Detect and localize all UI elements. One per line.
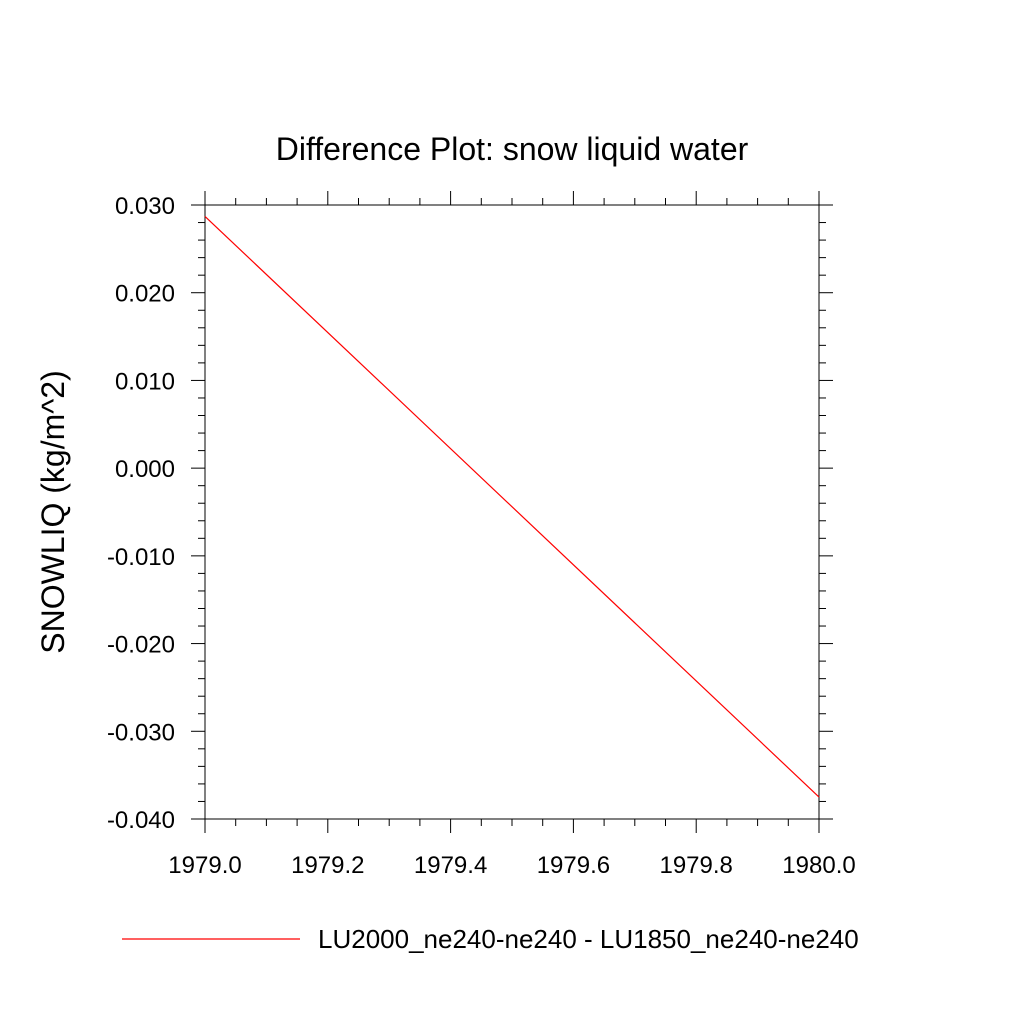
series-layer bbox=[204, 215, 820, 798]
axes-layer: 1979.0 1979.2 1979.4 1979.6 1979.8 1980.0 0.03… bbox=[107, 191, 856, 879]
x-tick-label: 1979.0 bbox=[168, 852, 241, 879]
chart-title: Difference Plot: snow liquid water bbox=[276, 131, 749, 167]
y-tick-label: -0.030 bbox=[107, 719, 175, 746]
legend: LU2000_ne240-ne240 - LU1850_ne240-ne240 bbox=[122, 924, 859, 954]
y-tick-label: -0.020 bbox=[107, 632, 175, 659]
y-tick-label: 0.000 bbox=[115, 456, 175, 483]
y-tick-label: -0.040 bbox=[107, 807, 175, 834]
x-tick-label: 1979.6 bbox=[537, 852, 610, 879]
legend-label: LU2000_ne240-ne240 - LU1850_ne240-ne240 bbox=[318, 924, 859, 954]
y-tick-label: 0.030 bbox=[115, 193, 175, 220]
x-tick-label: 1980.0 bbox=[782, 852, 855, 879]
plot-frame bbox=[204, 204, 820, 820]
x-tick-label: 1979.4 bbox=[414, 852, 487, 879]
x-tick-label: 1979.8 bbox=[659, 852, 732, 879]
x-tick-label: 1979.2 bbox=[291, 852, 364, 879]
y-tick-label: -0.010 bbox=[107, 544, 175, 571]
y-tick-label: 0.020 bbox=[115, 281, 175, 308]
y-axis-label: SNOWLIQ (kg/m^2) bbox=[35, 370, 71, 653]
series-line-0 bbox=[204, 215, 820, 798]
y-tick-label: 0.010 bbox=[115, 368, 175, 395]
